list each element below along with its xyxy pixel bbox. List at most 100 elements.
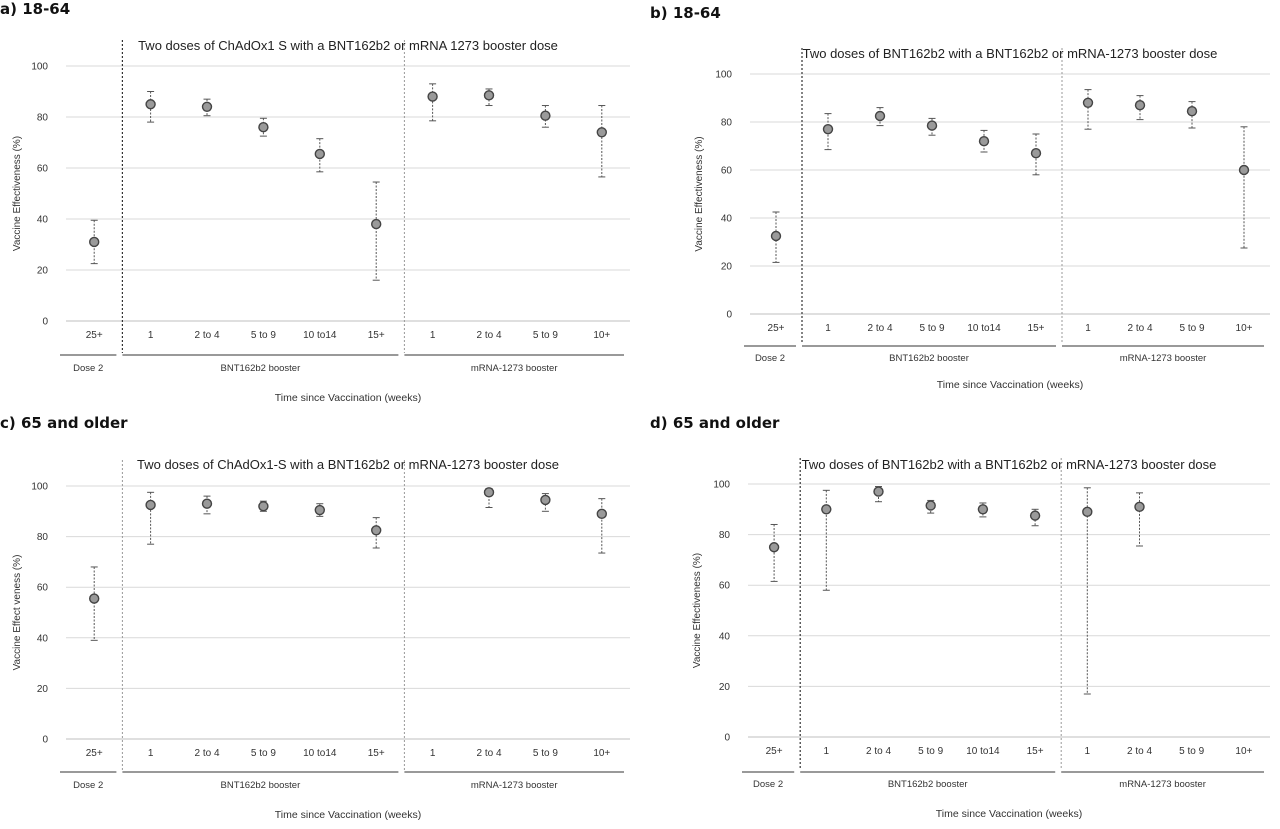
data-point: [540, 494, 551, 506]
group-label: Dose 2: [73, 363, 103, 374]
data-point: [427, 91, 438, 102]
y-tick-label: 80: [37, 113, 49, 124]
data-point: [1082, 97, 1094, 109]
y-tick-label: 40: [37, 215, 49, 226]
chart-a-svg: Two doses of ChAdOx1 S with a BNT162b2 o…: [12, 38, 630, 404]
data-point: [925, 500, 936, 511]
group-label: BNT162b2 booster: [221, 363, 301, 374]
x-tick-label: 2 to 4: [1127, 746, 1152, 757]
y-tick-label: 100: [31, 482, 48, 493]
data-point: [1186, 105, 1198, 117]
x-tick-label: 25+: [766, 746, 783, 757]
x-tick-label: 15+: [1027, 746, 1044, 757]
x-tick-label: 10+: [1235, 746, 1252, 757]
y-tick-label: 0: [42, 317, 48, 328]
x-tick-label: 10+: [1236, 323, 1253, 334]
y-tick-label: 0: [724, 733, 730, 744]
panel-d: d) 65 and older Two doses of BNT162b2 wi…: [650, 414, 1280, 829]
x-tick-label: 10 to14: [303, 330, 337, 341]
data-point: [371, 525, 382, 536]
data-point: [314, 504, 325, 516]
x-tick-label: 5 to 9: [919, 323, 944, 334]
x-tick-label: 1: [148, 748, 154, 759]
data-point: [874, 110, 886, 122]
y-tick-label: 80: [37, 532, 49, 543]
x-tick-label: 15+: [368, 748, 385, 759]
data-point: [1029, 510, 1041, 521]
data-point: [873, 486, 884, 497]
x-tick-label: 2 to 4: [1127, 323, 1152, 334]
panel-c: c) 65 and older Two doses of ChAdOx1-S w…: [0, 414, 640, 829]
y-tick-label: 0: [726, 310, 732, 321]
data-point: [314, 148, 325, 160]
x-tick-label: 25+: [86, 748, 103, 759]
panel-label: b) 18-64: [650, 4, 721, 22]
data-point: [822, 123, 834, 135]
y-axis-title: Vaccine Effectiveness (%): [692, 553, 703, 668]
chart-title: Two doses of BNT162b2 with a BNT162b2 or…: [803, 46, 1218, 61]
data-point: [977, 504, 989, 515]
x-tick-label: 5 to 9: [251, 330, 276, 341]
y-axis-title: Vaccine Effect veness (%): [12, 555, 23, 671]
y-tick-label: 20: [719, 682, 731, 693]
data-point: [483, 90, 495, 101]
data-point: [1134, 501, 1145, 512]
panel-label: a) 18-64: [0, 0, 71, 18]
data-point: [201, 101, 213, 113]
x-tick-label: 2 to 4: [867, 323, 892, 334]
data-point: [1082, 506, 1093, 518]
group-label: mRNA-1273 booster: [1119, 779, 1206, 790]
x-tick-label: 1: [825, 323, 831, 334]
x-tick-label: 15+: [1028, 323, 1045, 334]
x-tick-label: 1: [148, 330, 154, 341]
x-tick-label: 10 to14: [966, 746, 1000, 757]
data-point: [821, 504, 832, 515]
x-tick-label: 1: [1085, 323, 1091, 334]
group-label: Dose 2: [753, 779, 783, 790]
panel-label: c) 65 and older: [0, 414, 128, 432]
data-point: [201, 498, 213, 509]
y-tick-label: 100: [715, 70, 732, 81]
data-point: [483, 487, 495, 498]
panel-b: b) 18-64 Two doses of BNT162b2 with a BN…: [650, 0, 1280, 412]
chart-title: Two doses of ChAdOx1 S with a BNT162b2 o…: [138, 38, 558, 53]
y-tick-label: 60: [719, 581, 731, 592]
x-axis-title: Time since Vaccination (weeks): [275, 392, 421, 404]
x-tick-label: 2 to 4: [476, 330, 501, 341]
data-point: [768, 542, 780, 553]
x-tick-label: 10 to14: [303, 748, 337, 759]
data-point: [926, 120, 938, 131]
chart-b-svg: Two doses of BNT162b2 with a BNT162b2 or…: [694, 46, 1270, 391]
data-point: [88, 236, 100, 248]
group-label: BNT162b2 booster: [889, 353, 969, 364]
y-tick-label: 20: [37, 684, 49, 695]
y-axis-title: Vaccine Effectiveness (%): [12, 136, 23, 251]
data-point: [88, 593, 100, 604]
data-point: [596, 127, 607, 138]
x-tick-label: 2 to 4: [866, 746, 891, 757]
x-axis-title: Time since Vaccination (weeks): [937, 379, 1083, 391]
x-tick-label: 1: [824, 746, 830, 757]
x-tick-label: 5 to 9: [918, 746, 943, 757]
x-tick-label: 25+: [768, 323, 785, 334]
panel-label: d) 65 and older: [650, 414, 780, 432]
x-tick-label: 2 to 4: [194, 330, 219, 341]
y-tick-label: 40: [721, 214, 733, 225]
y-tick-label: 0: [42, 735, 48, 746]
y-tick-label: 80: [721, 118, 733, 129]
x-tick-label: 2 to 4: [194, 748, 219, 759]
group-label: mRNA-1273 booster: [1120, 353, 1207, 364]
x-axis-title: Time since Vaccination (weeks): [275, 809, 421, 821]
y-tick-label: 80: [719, 530, 731, 541]
y-tick-label: 100: [31, 62, 48, 73]
data-point: [145, 499, 156, 511]
y-axis-title: Vaccine Effectiveness (%): [694, 136, 705, 251]
data-point: [978, 135, 990, 147]
y-tick-label: 20: [721, 262, 733, 273]
x-tick-label: 5 to 9: [1179, 323, 1204, 334]
y-tick-label: 40: [37, 633, 49, 644]
x-tick-label: 5 to 9: [533, 330, 558, 341]
x-tick-label: 1: [430, 330, 436, 341]
group-label: BNT162b2 booster: [221, 780, 301, 791]
chart-title: Two doses of BNT162b2 with a BNT162b2 or…: [802, 457, 1217, 472]
